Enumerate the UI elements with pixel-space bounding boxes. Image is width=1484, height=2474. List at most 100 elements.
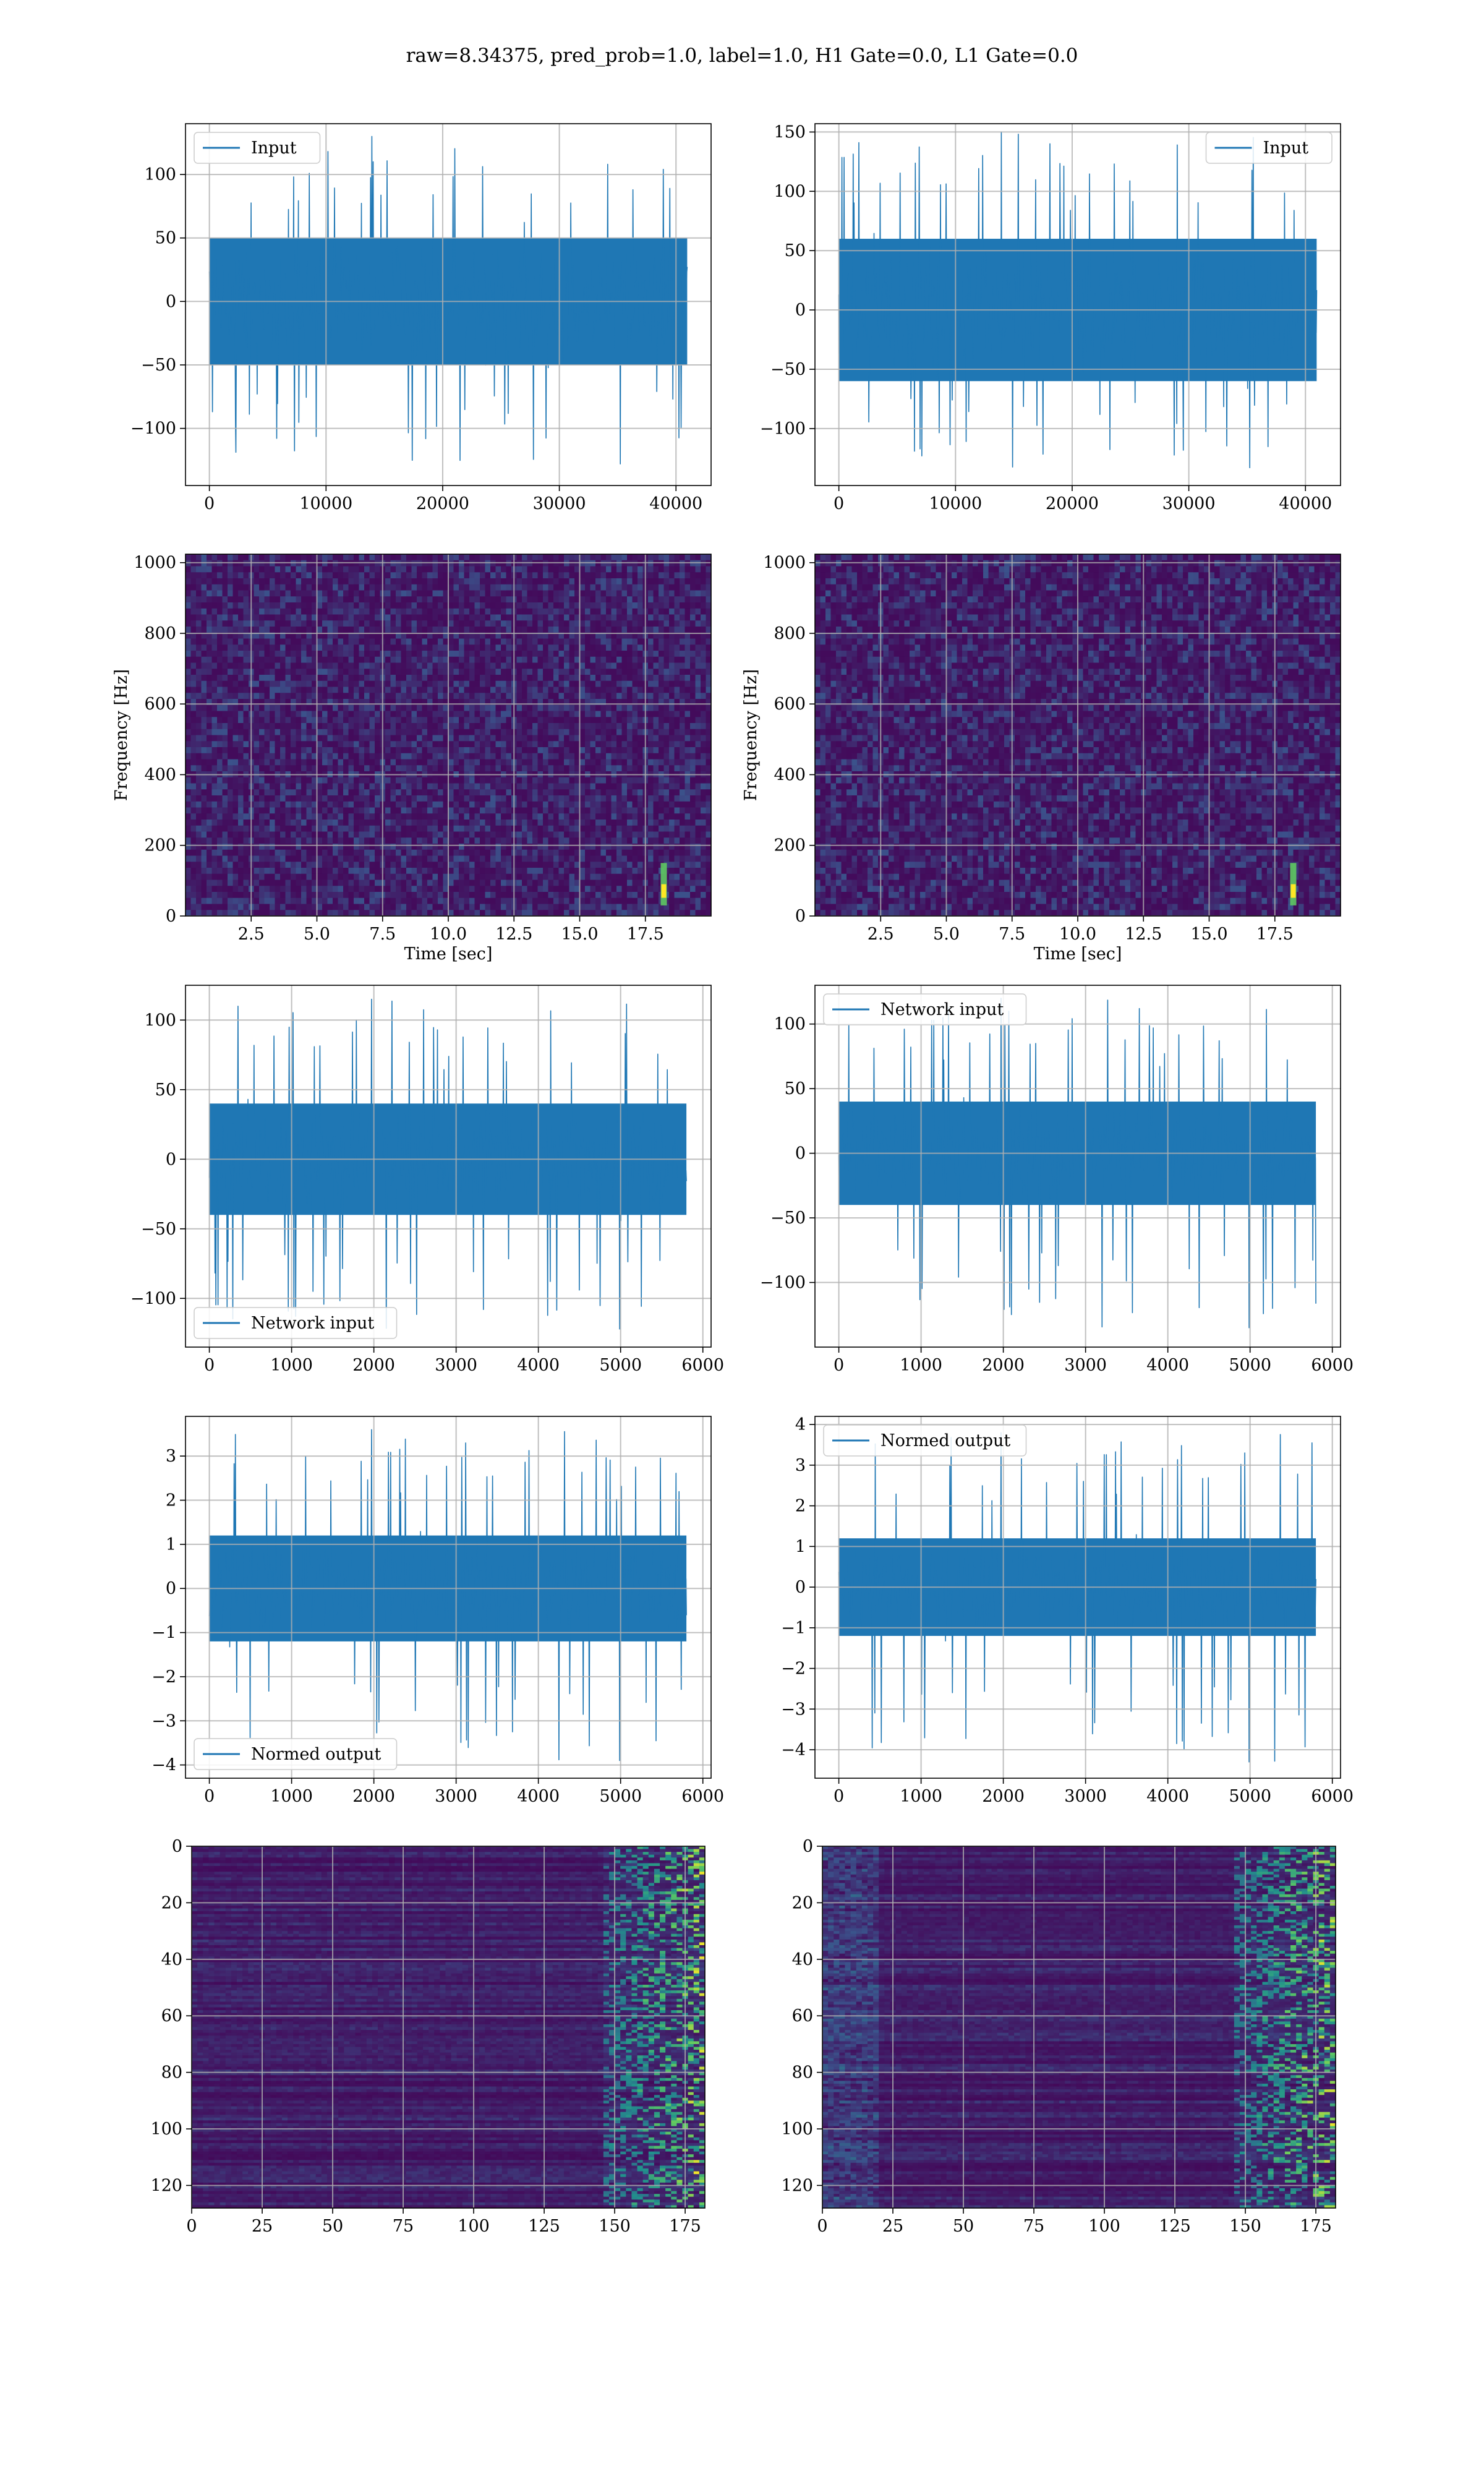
spectrogram-cell (443, 662, 449, 669)
spectrogram-cell (186, 789, 192, 796)
spectrogram-cell (537, 614, 544, 621)
spectrogram-cell (432, 638, 438, 645)
spectrogram-cell (280, 777, 286, 784)
spectrogram-cell (401, 638, 407, 645)
spectrogram-cell (558, 704, 565, 712)
spectrogram-cell (190, 554, 197, 561)
spectrogram-cell (469, 880, 475, 886)
spectrogram-cell (553, 675, 560, 682)
spectrogram-cell (201, 596, 207, 603)
spectrogram-cell (285, 904, 291, 910)
spectrogram-cell (553, 765, 560, 772)
spectrogram-cell (448, 620, 454, 627)
spectrogram-cell (516, 897, 522, 905)
spectrogram-cell (438, 777, 444, 784)
spectrogram-cell (238, 680, 244, 688)
spectrogram-cell (291, 590, 297, 597)
spectrogram-cell (574, 704, 581, 712)
spectrogram-cell (338, 572, 344, 579)
spectrogram-cell (564, 669, 570, 675)
spectrogram-cell (443, 862, 449, 868)
spectrogram-cell (186, 868, 192, 875)
spectrogram-cell (553, 910, 560, 916)
spectrogram-cell (364, 897, 370, 905)
spectrogram-cell (306, 844, 312, 850)
spectrogram-cell (354, 886, 360, 892)
spectrogram-cell (228, 584, 234, 591)
spectrogram-cell (285, 910, 291, 916)
spectrogram-cell (443, 675, 449, 682)
spectrogram-cell (417, 910, 423, 916)
spectrogram-cell (427, 910, 433, 916)
spectrogram-cell (406, 608, 412, 615)
spectrogram-cell (590, 644, 596, 651)
spectrogram-cell (375, 862, 381, 868)
spectrogram-cell (438, 608, 444, 615)
spectrogram-cell (448, 795, 454, 802)
spectrogram-cell (564, 837, 570, 844)
spectrogram-cell (516, 831, 522, 838)
spectrogram-cell (506, 765, 512, 772)
spectrogram-cell (600, 880, 607, 886)
spectrogram-cell (390, 837, 396, 844)
spectrogram-cell (285, 699, 291, 706)
spectrogram-cell (354, 602, 360, 609)
spectrogram-cell (469, 868, 475, 875)
spectrogram-cell (543, 687, 549, 693)
spectrogram-cell (359, 747, 365, 754)
spectrogram-cell (375, 680, 381, 688)
spectrogram-cell (417, 801, 423, 808)
spectrogram-cell (285, 868, 291, 875)
spectrogram-cell (211, 662, 218, 669)
spectrogram-cell (501, 910, 507, 916)
spectrogram-cell (359, 614, 365, 621)
spectrogram-cell (606, 765, 612, 772)
spectrogram-cell (196, 687, 202, 693)
spectrogram-cell (595, 699, 602, 706)
spectrogram-cell (228, 825, 234, 833)
spectrogram-cell (595, 910, 602, 916)
spectrogram-cell (338, 554, 344, 561)
spectrogram-cell (569, 638, 575, 645)
spectrogram-cell (327, 675, 333, 682)
spectrogram-cell (275, 590, 281, 597)
spectrogram-cell (254, 687, 260, 693)
spectrogram-cell (306, 873, 312, 881)
spectrogram-cell (490, 831, 497, 838)
spectrogram-cell (548, 813, 554, 820)
spectrogram-cell (291, 777, 297, 784)
spectrogram-cell (217, 897, 223, 905)
spectrogram-cell (254, 831, 260, 838)
spectrogram-cell (490, 880, 497, 886)
spectrogram-cell (516, 560, 522, 567)
spectrogram-cell (579, 711, 586, 717)
spectrogram-cell (406, 795, 412, 802)
spectrogram-cell (527, 844, 533, 850)
spectrogram-cell (390, 735, 396, 742)
spectrogram-cell (558, 590, 565, 597)
spectrogram-cell (480, 873, 486, 881)
spectrogram-cell (579, 904, 586, 910)
spectrogram-cell (348, 578, 354, 585)
spectrogram-cell (448, 680, 454, 688)
spectrogram-cell (385, 596, 391, 603)
spectrogram-cell (443, 572, 449, 579)
spectrogram-cell (291, 602, 297, 609)
spectrogram-cell (327, 837, 333, 844)
spectrogram-cell (574, 789, 581, 796)
spectrogram-cell (285, 627, 291, 633)
spectrogram-cell (369, 886, 375, 892)
spectrogram-cell (485, 675, 491, 682)
spectrogram-cell (464, 632, 470, 640)
y-tick-label: 50 (785, 241, 806, 260)
spectrogram-cell (548, 560, 554, 567)
spectrogram-cell (369, 831, 375, 838)
spectrogram-cell (432, 820, 438, 826)
spectrogram-cell (322, 777, 328, 784)
spectrogram-cell (537, 855, 544, 862)
spectrogram-cell (222, 897, 228, 905)
spectrogram-cell (411, 837, 417, 844)
spectrogram-cell (548, 669, 554, 675)
spectrogram-cell (222, 651, 228, 657)
spectrogram-cell (522, 602, 528, 609)
